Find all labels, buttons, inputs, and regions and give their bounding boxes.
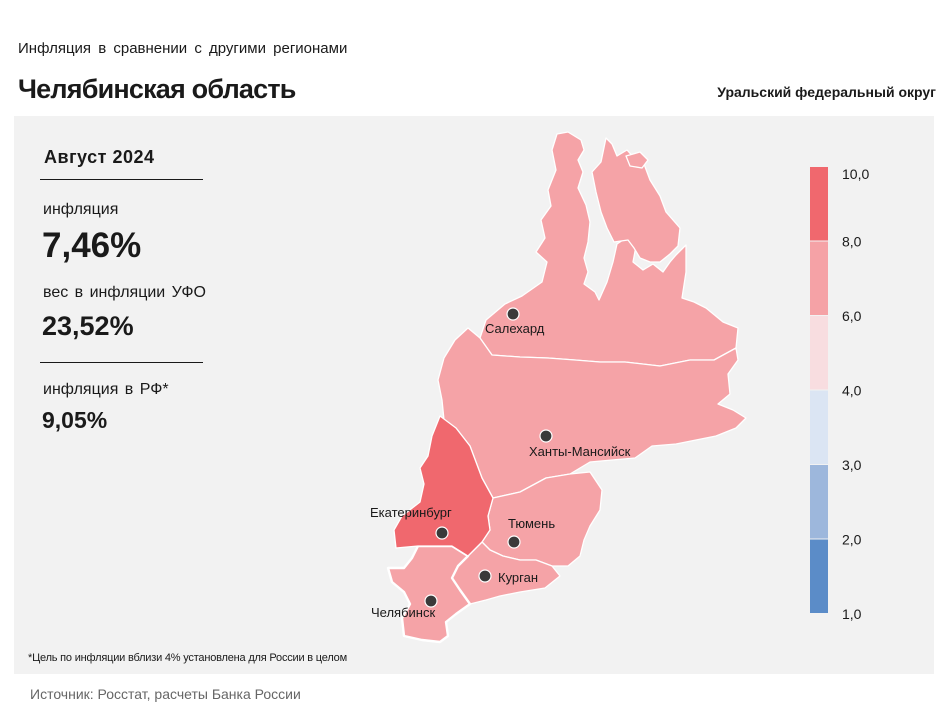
region-sverdlovsk[interactable] [393,415,494,557]
source-note: Источник: Росстат, расчеты Банка России [30,686,301,702]
city-dot [507,535,521,549]
legend-band [810,241,828,315]
legend-tick-label: 4,0 [842,383,862,399]
inflation-label: инфляция [43,201,119,218]
page-title: Челябинская область [18,74,296,104]
divider [40,362,203,363]
legend-band [810,167,828,241]
legend-tick-label: 8,0 [842,234,862,250]
region-khanty-mansi[interactable] [437,327,747,499]
city-dot [435,526,449,540]
divider [40,179,203,180]
city-label-tyumen: Тюмень [508,516,555,531]
city-label-kurgan: Курган [498,570,538,585]
city-dot [539,429,553,443]
inflation-value: 7,46% [42,226,142,265]
legend-tick-label: 10,0 [842,166,869,182]
legend-tick-label: 6,0 [842,308,862,324]
weight-value: 23,52% [42,311,134,341]
legend-tick-label: 1,0 [842,606,862,622]
chart-subtitle: Инфляция в сравнении с другими регионами [18,40,348,57]
legend-band [810,465,828,539]
city-label-salekhard: Салехард [485,321,545,336]
legend-band [810,539,828,613]
city-dot [506,307,520,321]
region-yamalo-nenets-gydan [591,137,681,263]
rf-inflation-label: инфляция в РФ* [43,381,169,398]
city-dot [424,594,438,608]
city-label-chelyabinsk: Челябинск [371,605,435,620]
period-label: Август 2024 [44,147,155,167]
federal-district-label: Уральский федеральный округ [717,84,936,100]
region-chelyabinsk[interactable] [386,544,472,644]
legend-tick-label: 2,0 [842,532,862,548]
legend-tick-label: 3,0 [842,457,862,473]
legend-band [810,316,828,390]
city-label-khanty-mansiysk: Ханты-Мансийск [529,444,631,459]
rf-inflation-value: 9,05% [42,407,108,433]
region-yamalo-nenets[interactable] [479,131,739,367]
city-label-yekaterinburg: Екатеринбург [370,505,452,520]
weight-label: вес в инфляции УФО [43,284,206,301]
footnote: *Цель по инфляции вблизи 4% установлена … [28,652,347,664]
region-yamalo-nenets-islet [625,151,649,169]
city-dot [478,569,492,583]
legend-band [810,390,828,464]
